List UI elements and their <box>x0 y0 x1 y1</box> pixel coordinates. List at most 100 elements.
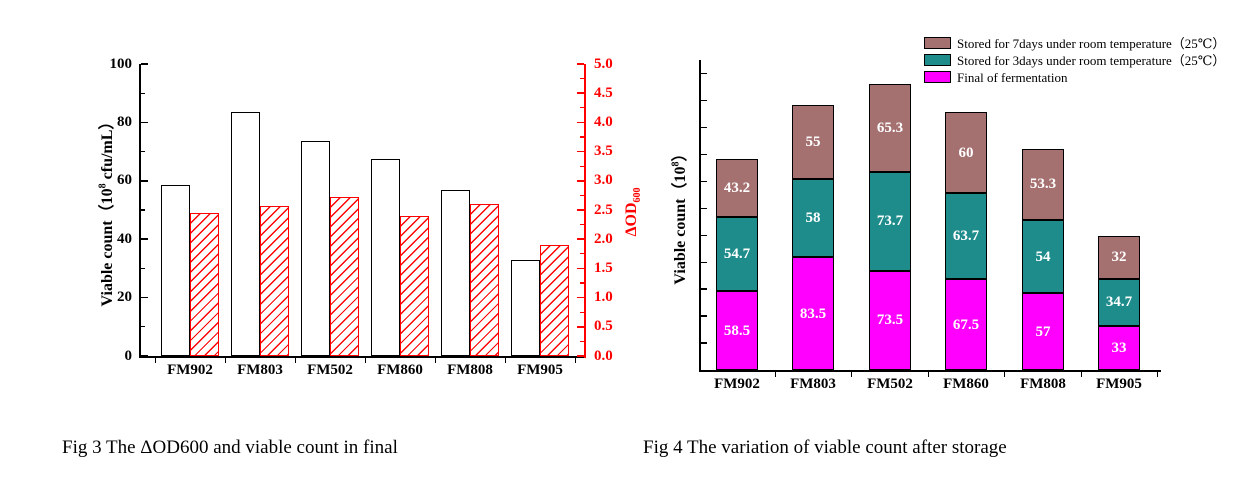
viable-count-bar <box>371 158 400 356</box>
x-tick-label: FM860 <box>377 362 423 378</box>
axis-tick <box>851 372 853 377</box>
delta-od600-bar <box>400 215 429 356</box>
segment-value-label: 67.5 <box>952 316 980 333</box>
segment-value-label: 54.7 <box>723 246 751 263</box>
stack-segment-stored <box>869 83 911 172</box>
segment-value-label: 43.2 <box>723 180 751 197</box>
delta-od600-bar <box>190 212 219 356</box>
axis-tick <box>577 326 584 328</box>
axis-tick <box>141 121 148 124</box>
segment-value-label: 65.3 <box>876 119 904 136</box>
axis-tick <box>701 180 707 182</box>
axis-tick <box>701 342 707 344</box>
stack-segment-stored <box>1022 220 1064 294</box>
axis-minor-tick <box>580 165 584 167</box>
figure-4-caption: Fig 4 The variation of viable count afte… <box>643 437 1007 458</box>
segment-value-label: 60 <box>958 144 974 161</box>
axis-tick <box>577 92 584 94</box>
x-tick-label: FM902 <box>714 376 760 392</box>
axis-tick <box>155 358 157 363</box>
axis-tick <box>577 180 584 182</box>
stack-segment-stored <box>1098 278 1140 326</box>
axis-tick <box>577 121 584 124</box>
axis-tick <box>1157 372 1159 377</box>
stack-segment-final <box>716 291 758 370</box>
axis-tick <box>577 267 584 270</box>
axis-minor-tick <box>580 253 584 255</box>
right-y-axis-line <box>584 64 586 358</box>
axis-tick <box>295 358 297 363</box>
delta-od600-bar <box>470 204 499 356</box>
viable-count-bar <box>511 259 540 356</box>
y-tick-label: 4.0 <box>594 113 613 130</box>
viable-count-bar <box>301 141 330 356</box>
figure-3-caption: Fig 3 The ΔOD600 and viable count in fin… <box>62 437 398 458</box>
x-tick-label: FM860 <box>943 376 989 392</box>
legend-label: Stored for 3days under room temperature（… <box>957 53 1226 68</box>
axis-tick <box>701 315 707 317</box>
x-tick-label: FM803 <box>237 362 283 378</box>
axis-minor-tick <box>580 224 584 226</box>
legend-label: Stored for 7days under room temperature（… <box>957 36 1226 51</box>
legend-item: Stored for 7days under room temperature（… <box>924 36 1246 52</box>
axis-minor-tick <box>141 267 145 269</box>
axis-tick <box>1081 372 1083 377</box>
y-axis-title-right: ΔOD600 <box>623 187 644 237</box>
axis-tick <box>701 234 707 236</box>
delta-od600-bar <box>260 206 289 356</box>
segment-value-label: 54 <box>1035 248 1051 265</box>
y-tick-label: 0.5 <box>594 318 613 335</box>
axis-tick <box>701 99 707 102</box>
viable-count-bar <box>161 185 190 356</box>
segment-value-label: 58.5 <box>723 322 751 339</box>
stack-segment-stored <box>945 193 987 279</box>
x-tick-label: FM803 <box>790 376 836 392</box>
viable-count-bar <box>231 112 260 356</box>
y-tick-label: 3.5 <box>594 143 613 160</box>
axis-tick <box>775 372 777 377</box>
y-tick-label: 100 <box>109 55 133 72</box>
axis-minor-tick <box>580 340 584 342</box>
segment-value-label: 73.7 <box>876 213 904 230</box>
x-tick-label: FM902 <box>167 362 213 378</box>
axis-minor-tick <box>141 151 145 153</box>
legend-item: Final of fermentation <box>924 70 1246 86</box>
x-axis-line <box>699 370 1161 372</box>
legend-label: Final of fermentation <box>957 70 1068 85</box>
y-tick-label: 5.0 <box>594 55 613 72</box>
x-tick-label: FM905 <box>517 362 563 378</box>
axis-minor-tick <box>580 107 584 109</box>
y-axis-title-left: Viable count（108 cfu/mL） <box>97 113 116 307</box>
x-axis-line <box>139 356 586 358</box>
axis-minor-tick <box>141 326 145 328</box>
stack-segment-stored <box>869 171 911 271</box>
y-tick-label: 0 <box>124 347 133 364</box>
y-tick-label: 60 <box>117 172 132 189</box>
axis-tick <box>701 261 707 263</box>
axis-tick <box>701 72 707 75</box>
axis-minor-tick <box>580 78 584 80</box>
axis-tick <box>141 180 148 182</box>
axis-minor-tick <box>580 282 584 284</box>
legend-swatch <box>924 37 951 49</box>
stack-segment-stored <box>945 112 987 194</box>
stack-segment-stored <box>716 217 758 292</box>
viable-count-bar <box>441 189 470 356</box>
axis-tick <box>928 372 930 377</box>
legend-swatch <box>924 71 951 83</box>
legend-swatch <box>924 54 951 66</box>
segment-value-label: 32 <box>1111 249 1127 266</box>
segment-value-label: 83.5 <box>799 305 827 322</box>
axis-tick <box>701 153 707 155</box>
axis-tick <box>701 288 707 290</box>
y-tick-label: 2.0 <box>594 230 613 247</box>
segment-value-label: 33 <box>1111 339 1127 356</box>
axis-tick <box>701 126 707 129</box>
axis-tick <box>577 150 584 153</box>
axis-tick <box>577 209 584 211</box>
axis-minor-tick <box>580 136 584 138</box>
x-tick-label: FM905 <box>1096 376 1142 392</box>
axis-minor-tick <box>580 194 584 196</box>
axis-tick <box>575 358 577 363</box>
axis-tick <box>225 358 227 363</box>
